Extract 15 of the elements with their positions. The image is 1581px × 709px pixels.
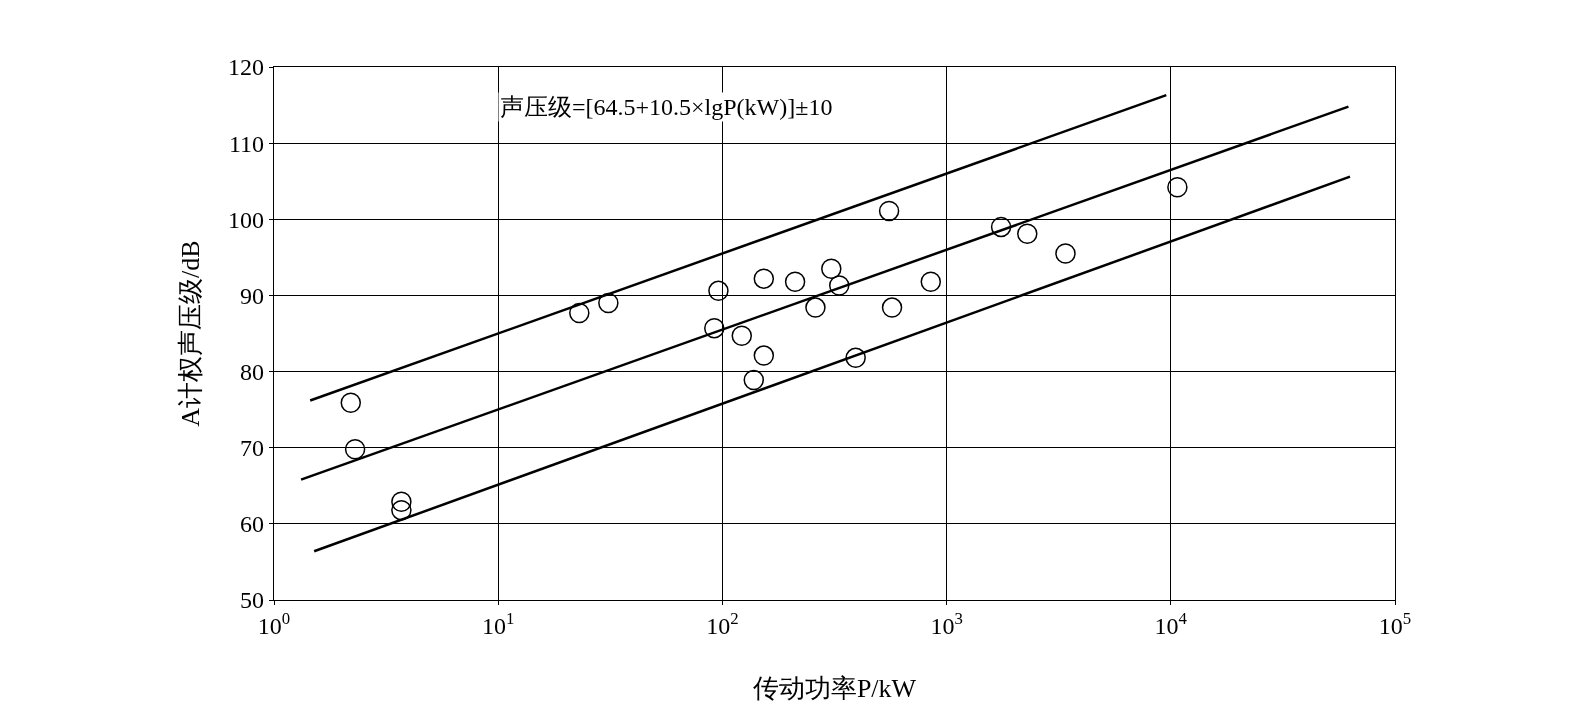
x-tick-label: 10$^{4}$ [1154,608,1188,639]
y-tick-label: 90 [240,282,265,309]
y-tick-label: 120 [228,54,265,81]
y-tick-label: 80 [240,358,265,385]
x-tick-label: 10$^{5}$ [1378,608,1412,639]
annotation: 声压级=[64.5+10.5×lgP(kW)]±10 [500,94,833,120]
y-tick-label: 70 [240,435,265,462]
y-axis-title: A计权声压级/dB [176,240,206,427]
x-tick-label: 10$^{3}$ [930,608,963,639]
y-tick-label: 60 [240,511,265,538]
x-tick-label: 10$^{2}$ [706,608,739,639]
x-axis-title: 传动功率P/kW [752,673,917,703]
x-tick-label: 10$^{1}$ [482,608,515,639]
y-tick-label: 100 [228,206,265,233]
y-tick-label: 110 [228,130,265,157]
